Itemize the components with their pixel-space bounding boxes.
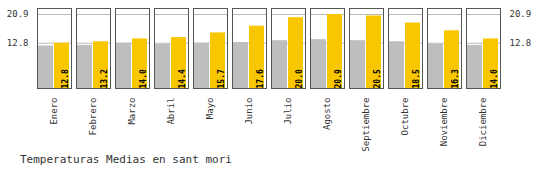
svg-text:Febrero: Febrero [88,98,98,136]
svg-text:12.8: 12.8 [61,69,70,88]
svg-text:Marzo: Marzo [127,98,137,125]
svg-text:15.7: 15.7 [217,69,226,88]
svg-text:14.0: 14.0 [139,69,148,88]
svg-text:17.6: 17.6 [256,69,265,88]
svg-text:12.8: 12.8 [7,38,29,48]
svg-text:14.0: 14.0 [490,69,499,88]
svg-text:12.8: 12.8 [510,38,532,48]
svg-text:18.5: 18.5 [412,69,421,88]
svg-text:Enero: Enero [49,98,59,125]
svg-text:20.0: 20.0 [295,69,304,88]
html-text:Temperaturas Medias en sant mo: Temperaturas Medias en sant mori [20,153,232,166]
svg-text:Junio: Junio [244,98,254,125]
svg-text:14.4: 14.4 [178,69,187,88]
svg-text:Agosto: Agosto [322,98,332,131]
svg-text:Mayo: Mayo [205,98,215,120]
svg-text:Julio: Julio [283,98,293,125]
svg-text:13.2: 13.2 [100,69,109,88]
svg-text:20.9: 20.9 [7,9,29,19]
svg-text:Noviembre: Noviembre [439,98,449,147]
svg-text:Octubre: Octubre [400,98,410,136]
svg-text:16.3: 16.3 [451,69,460,88]
svg-text:Diciembre: Diciembre [478,98,488,147]
svg-text:Septiembre: Septiembre [361,98,371,152]
svg-text:Abril: Abril [166,98,176,125]
svg-text:20.9: 20.9 [510,9,532,19]
svg-text:20.9: 20.9 [334,69,343,88]
svg-text:20.5: 20.5 [373,69,382,88]
